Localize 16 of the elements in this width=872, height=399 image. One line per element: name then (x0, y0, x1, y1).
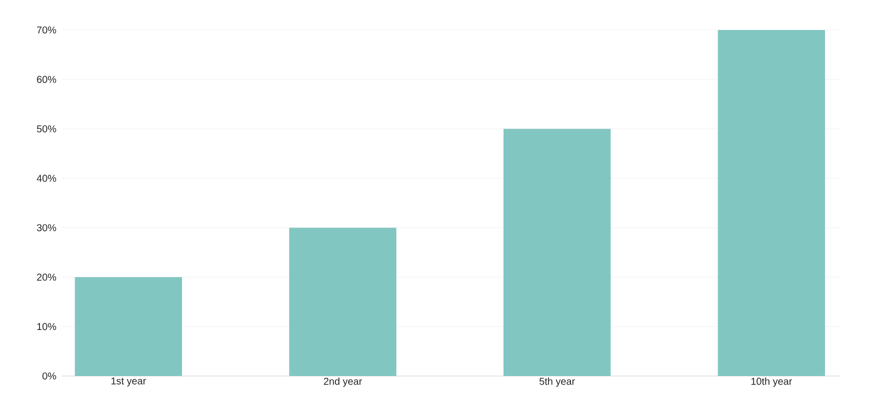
y-tick-label: 10% (37, 323, 56, 330)
bar (504, 128, 611, 376)
x-tick-label: 2nd year (324, 378, 362, 387)
x-tick-label: 10th year (751, 378, 792, 387)
y-tick-label: 70% (37, 26, 56, 34)
y-tick-label: 60% (37, 76, 56, 83)
bar (718, 30, 826, 376)
y-tick-label: 50% (36, 125, 56, 132)
x-tick-label: 5th year (540, 378, 575, 387)
y-tick-label: 40% (36, 174, 56, 182)
y-tick-label: 0% (42, 372, 56, 380)
x-tick-label: 1st year (111, 378, 146, 386)
y-tick-label: 30% (36, 224, 56, 232)
bar (289, 228, 396, 376)
bar (74, 277, 182, 376)
y-tick-label: 20% (37, 274, 56, 281)
